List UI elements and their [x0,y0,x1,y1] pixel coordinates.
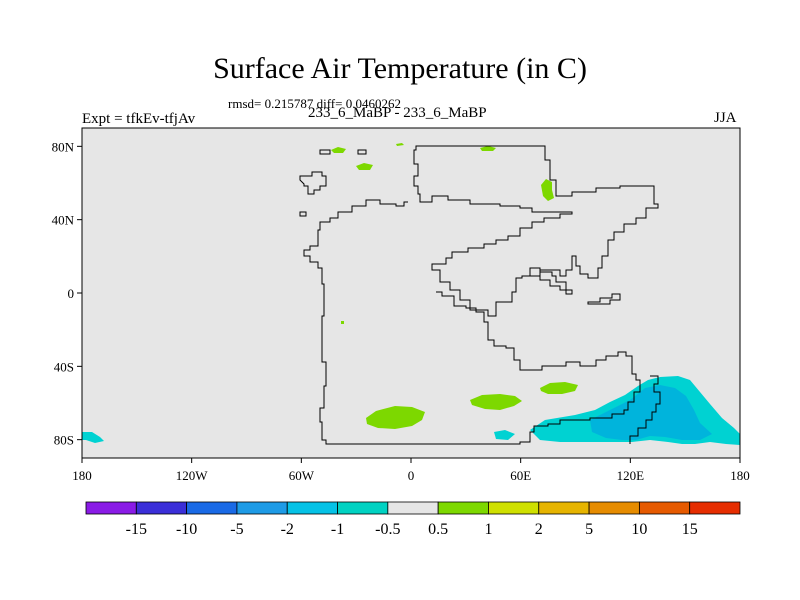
colorbar-label: -0.5 [375,521,400,538]
lat-tick-label: 80S [54,433,74,448]
coastline-north-islands-4 [357,149,367,155]
colorbar-swatch [85,501,137,515]
season-label: JJA [714,110,737,126]
anomaly-patch-tropical [341,321,344,324]
anomaly-region-west-edge [82,432,104,443]
colorbar-label: 2 [535,521,543,538]
lon-tick-label: 60E [510,468,531,483]
anomaly-patch-indian-ocean [470,394,522,410]
colorbar-label: -15 [126,521,147,538]
anomaly-patch-arctic-3 [480,146,496,151]
colorbar-swatch [638,501,691,515]
map-panel [81,127,741,459]
anomaly-patch-arctic-1 [331,147,346,153]
colorbar-swatch [135,501,188,515]
lon-tick-label: 60W [289,468,315,483]
coastlines [299,145,661,445]
lon-tick-label: 0 [408,468,415,483]
colorbar-label: -2 [281,521,294,538]
colorbar-swatch [588,501,640,515]
page-title: Surface Air Temperature (in C) [213,52,587,85]
colorbar-swatch [286,501,338,515]
coastline-north-islands-2 [299,211,307,217]
colorbar-swatch [387,501,439,515]
lon-tick-label: 180 [72,468,92,483]
lat-tick-label: 40N [52,213,75,228]
coastline-island-chain [529,267,573,295]
anomaly-fills [82,143,740,445]
colorbar: -15 -10 -5 -2 -1 -0.5 0.5 1 2 5 10 15 [85,501,741,538]
experiment-label: Expt = tfkEv-tfjAv [82,111,196,127]
anomaly-patch-siberia [541,179,554,201]
anomaly-patch-arctic-2 [356,163,373,170]
coastline-north-islands-1 [299,171,327,195]
lon-tick-label: 120E [617,468,645,483]
coastline-east-islands [587,293,621,305]
coastline-antarctic-outline [629,375,661,444]
colorbar-swatch [437,501,489,515]
lat-tick-label: 40S [54,359,74,374]
anomaly-patch-south-atlantic [366,406,425,429]
subtitle-text: 233_6_MaBP - 233_6_MaBP [308,105,487,121]
anomaly-region-south-small [494,430,515,440]
anomaly-patch-southern-ocean [540,382,578,394]
coastline-africa-south-america [303,199,641,445]
lon-tick-label: 120W [176,468,209,483]
colorbar-label: -1 [331,521,344,538]
colorbar-swatch [337,501,389,515]
coastline-main-continent [413,145,659,317]
colorbar-label: 10 [631,521,647,538]
coastline-north-islands-3 [319,149,331,155]
lat-tick-label: 80N [52,139,75,154]
colorbar-label: 1 [484,521,492,538]
colorbar-swatch [689,501,741,515]
colorbar-label: -5 [230,521,243,538]
colorbar-swatch [236,501,288,515]
stats-text: rmsd= 0.215787 diff= 0.0460262 [228,96,401,111]
colorbar-swatch [488,501,540,515]
longitude-axis: 180 120W 60W 0 60E 120E 180 [72,458,750,483]
colorbar-swatch [538,501,590,515]
colorbar-label: 0.5 [428,521,448,538]
anomaly-region-southeast-dark [590,385,712,440]
lat-tick-label: 0 [68,286,75,301]
colorbar-label: -10 [176,521,197,538]
latitude-axis: 80N 40N 0 40S 80S [52,139,82,448]
colorbar-label: 15 [682,521,698,538]
colorbar-label: 5 [585,521,593,538]
anomaly-patch-arctic-4 [396,143,404,146]
colorbar-swatch [186,501,238,515]
lon-tick-label: 180 [730,468,750,483]
